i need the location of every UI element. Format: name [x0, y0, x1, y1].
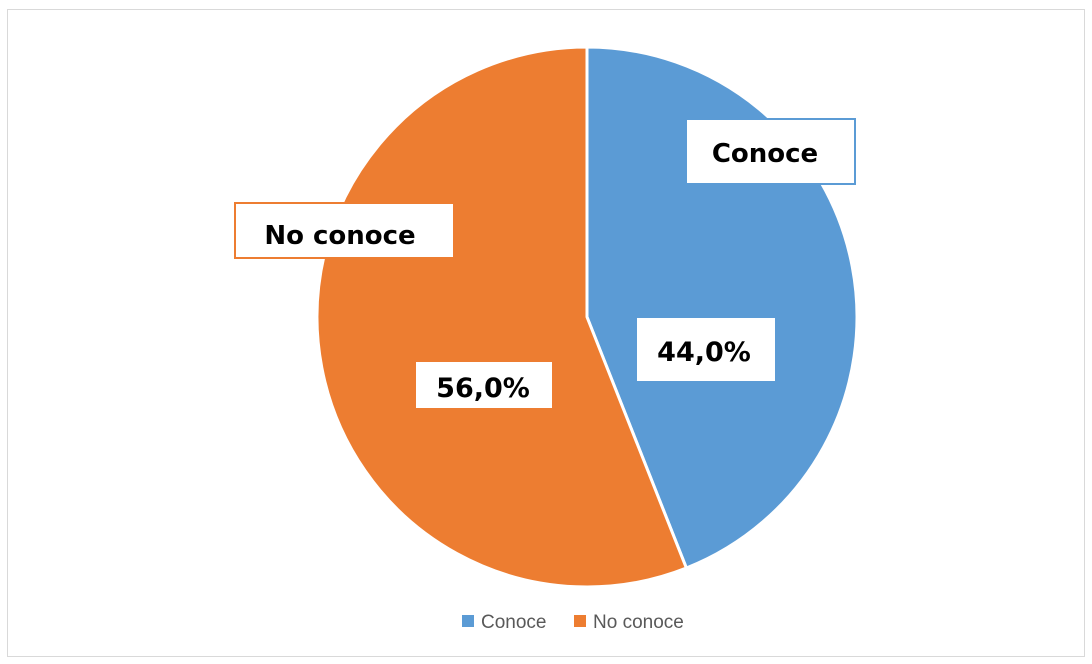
legend: Conoce No conoce	[462, 612, 684, 633]
legend-swatch-no-conoce	[574, 615, 586, 627]
value-label-conoce: 44,0%	[637, 318, 775, 381]
pie-slice-no-conoce	[315, 45, 688, 589]
value-label-no-conoce: 56,0%	[416, 362, 552, 408]
category-label-no-conoce-text: No conoce	[264, 221, 415, 251]
category-label-conoce: Conoce	[685, 118, 856, 185]
value-label-conoce-text: 44,0%	[657, 337, 751, 368]
value-label-no-conoce-text: 56,0%	[436, 373, 530, 404]
legend-swatch-conoce	[462, 615, 474, 627]
category-label-no-conoce: No conoce	[234, 202, 455, 259]
legend-label-no-conoce: No conoce	[593, 612, 684, 633]
legend-label-conoce: Conoce	[481, 612, 547, 633]
category-label-conoce-text: Conoce	[712, 139, 818, 169]
